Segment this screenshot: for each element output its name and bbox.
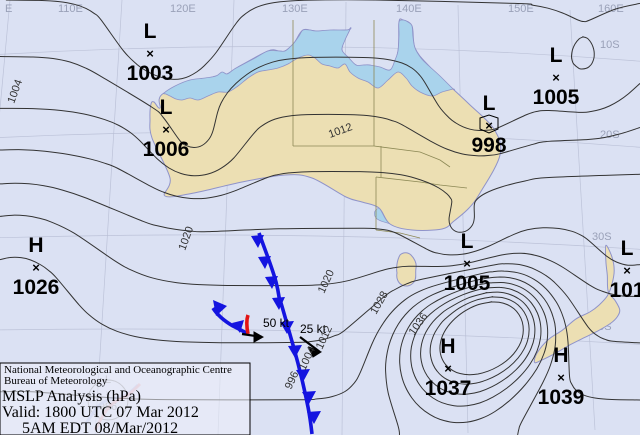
svg-text:Valid: 1800 UTC 07 Mar 2012: Valid: 1800 UTC 07 Mar 2012 (2, 404, 199, 421)
svg-text:×: × (32, 260, 40, 275)
svg-text:×: × (463, 256, 471, 271)
svg-text:×: × (623, 263, 631, 278)
svg-text:5AM EDT 08/Mar/2012: 5AM EDT 08/Mar/2012 (22, 420, 178, 435)
svg-text:H: H (553, 344, 568, 367)
svg-text:130E: 130E (282, 3, 308, 15)
svg-text:1037: 1037 (425, 377, 472, 400)
svg-text:×: × (552, 70, 560, 85)
svg-text:1005: 1005 (444, 272, 491, 295)
svg-text:Bureau of Meteorology: Bureau of Meteorology (4, 375, 108, 387)
svg-text:H: H (28, 234, 43, 257)
svg-text:1039: 1039 (538, 386, 585, 409)
svg-text:50 kt: 50 kt (263, 316, 290, 330)
svg-text:×: × (557, 370, 565, 385)
svg-text:L: L (144, 20, 157, 43)
svg-text:1005: 1005 (533, 86, 580, 109)
svg-text:×: × (146, 46, 154, 61)
svg-text:1003: 1003 (127, 62, 174, 85)
svg-text:L: L (483, 92, 496, 115)
svg-text:L: L (550, 44, 563, 67)
svg-text:10S: 10S (600, 39, 620, 51)
svg-text:×: × (162, 122, 170, 137)
svg-text:L: L (621, 237, 634, 260)
svg-text:MSLP Analysis (hPa): MSLP Analysis (hPa) (2, 388, 141, 405)
svg-text:101: 101 (609, 279, 640, 302)
svg-text:120E: 120E (170, 3, 196, 15)
svg-text:998: 998 (471, 134, 506, 157)
svg-text:L: L (160, 96, 173, 119)
svg-text:110E: 110E (58, 3, 83, 15)
svg-text:140E: 140E (396, 3, 422, 15)
svg-text:H: H (440, 335, 455, 358)
svg-text:1026: 1026 (13, 276, 60, 299)
svg-text:×: × (444, 361, 452, 376)
svg-text:E: E (5, 3, 12, 15)
svg-text:1006: 1006 (143, 138, 190, 161)
svg-text:30S: 30S (592, 231, 612, 243)
svg-text:×: × (485, 118, 493, 133)
svg-text:150E: 150E (508, 3, 534, 15)
svg-text:L: L (461, 230, 474, 253)
svg-text:160E: 160E (598, 3, 624, 15)
